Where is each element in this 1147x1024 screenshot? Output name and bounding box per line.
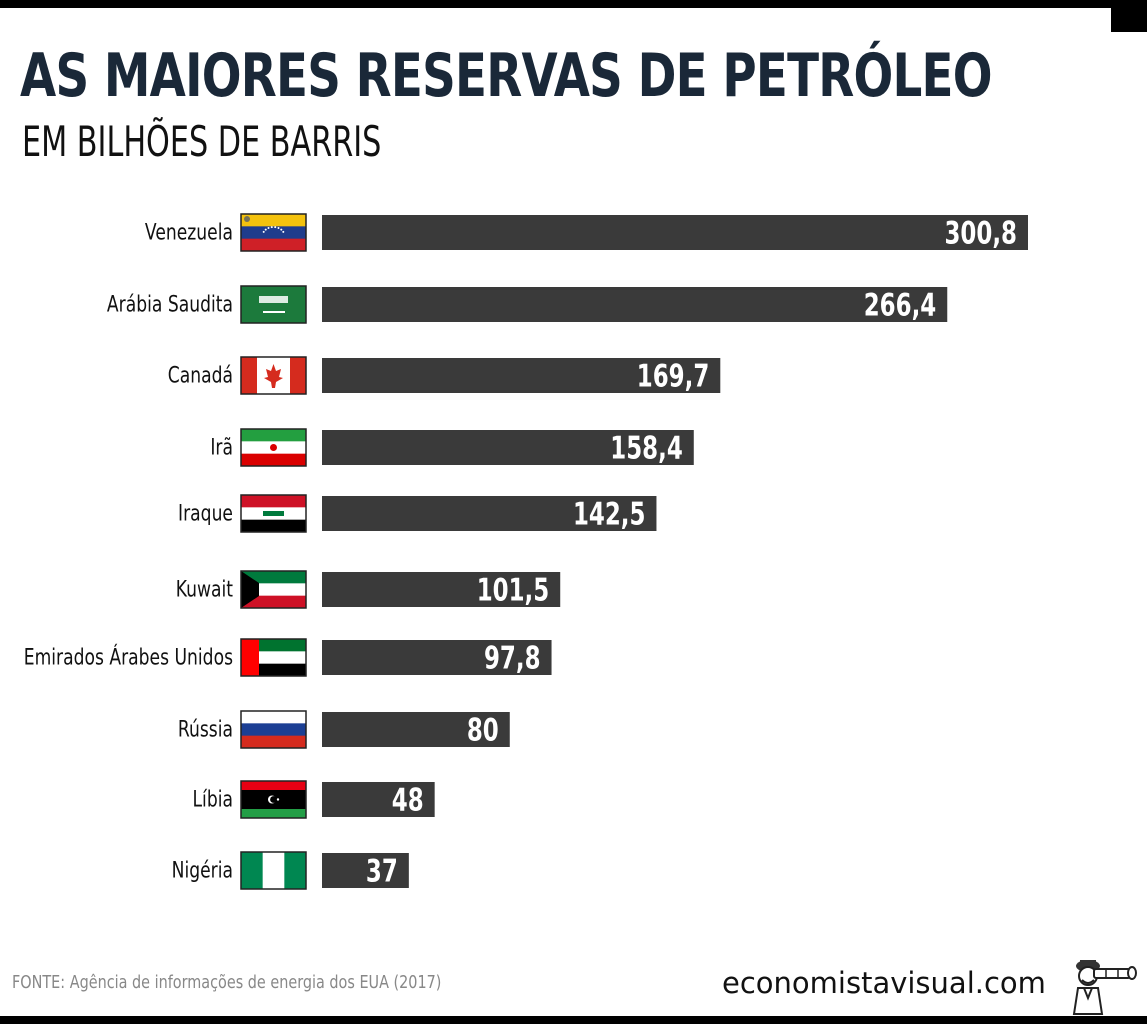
bar: [322, 712, 510, 747]
bar: [322, 215, 1028, 250]
flag-libya-icon: [240, 780, 307, 819]
country-label: Rússia: [178, 716, 233, 742]
bar-value-label: 101,5: [477, 573, 550, 608]
country-label: Líbia: [193, 786, 233, 812]
bar-value-label: 37: [366, 854, 398, 889]
bottom-border: [0, 1016, 1147, 1024]
bar-value-label: 158,4: [610, 431, 683, 466]
flag-iran-icon: [240, 428, 307, 467]
country-label: Nigéria: [172, 857, 233, 883]
top-border: [0, 0, 1147, 8]
country-label: Arábia Saudita: [107, 291, 233, 317]
flag-kuwait-icon: [240, 570, 307, 609]
bar-value-label: 48: [392, 783, 424, 818]
bar: [322, 572, 561, 607]
country-label: Kuwait: [176, 576, 234, 602]
bar-value-label: 169,7: [637, 359, 710, 394]
bar: [322, 782, 435, 817]
bar: [322, 640, 552, 675]
bar-value-label: 300,8: [944, 216, 1017, 251]
bar: [322, 287, 948, 322]
bar: [322, 430, 694, 465]
country-label: Iraque: [178, 500, 233, 526]
bar-value-label: 97,8: [484, 641, 541, 676]
country-label: Venezuela: [145, 219, 233, 245]
bar: [322, 358, 721, 393]
spyglass-economist-icon: [1072, 960, 1137, 1015]
chart-title: AS MAIORES RESERVAS DE PETRÓLEO: [20, 41, 993, 111]
flag-venezuela-icon: [240, 213, 307, 252]
flag-nigeria-icon: [240, 851, 307, 890]
bar-value-label: 266,4: [864, 288, 937, 323]
bar: [322, 853, 409, 888]
flag-russia-icon: [240, 710, 307, 749]
bar-value-label: 142,5: [573, 497, 646, 532]
flag-uae-icon: [240, 638, 307, 677]
chart-subtitle: EM BILHÕES DE BARRIS: [22, 117, 382, 166]
country-label: Emirados Árabes Unidos: [24, 644, 233, 670]
bar-value-label: 80: [467, 713, 499, 748]
flag-saudi-arabia-icon: [240, 285, 307, 324]
source-note: FONTE: Agência de informações de energia…: [12, 972, 442, 993]
country-label: Irã: [210, 434, 233, 460]
flag-canada-icon: [240, 356, 307, 395]
bar-chart: Venezuela 300,8 Arábia Saudita 266,4 Canadá 1…: [24, 213, 1028, 890]
bar: [322, 496, 657, 531]
brand-link[interactable]: economistavisual.com: [722, 966, 1046, 1000]
corner-decoration: [1111, 0, 1147, 32]
country-label: Canadá: [168, 362, 233, 388]
flag-iraq-icon: [240, 494, 307, 533]
